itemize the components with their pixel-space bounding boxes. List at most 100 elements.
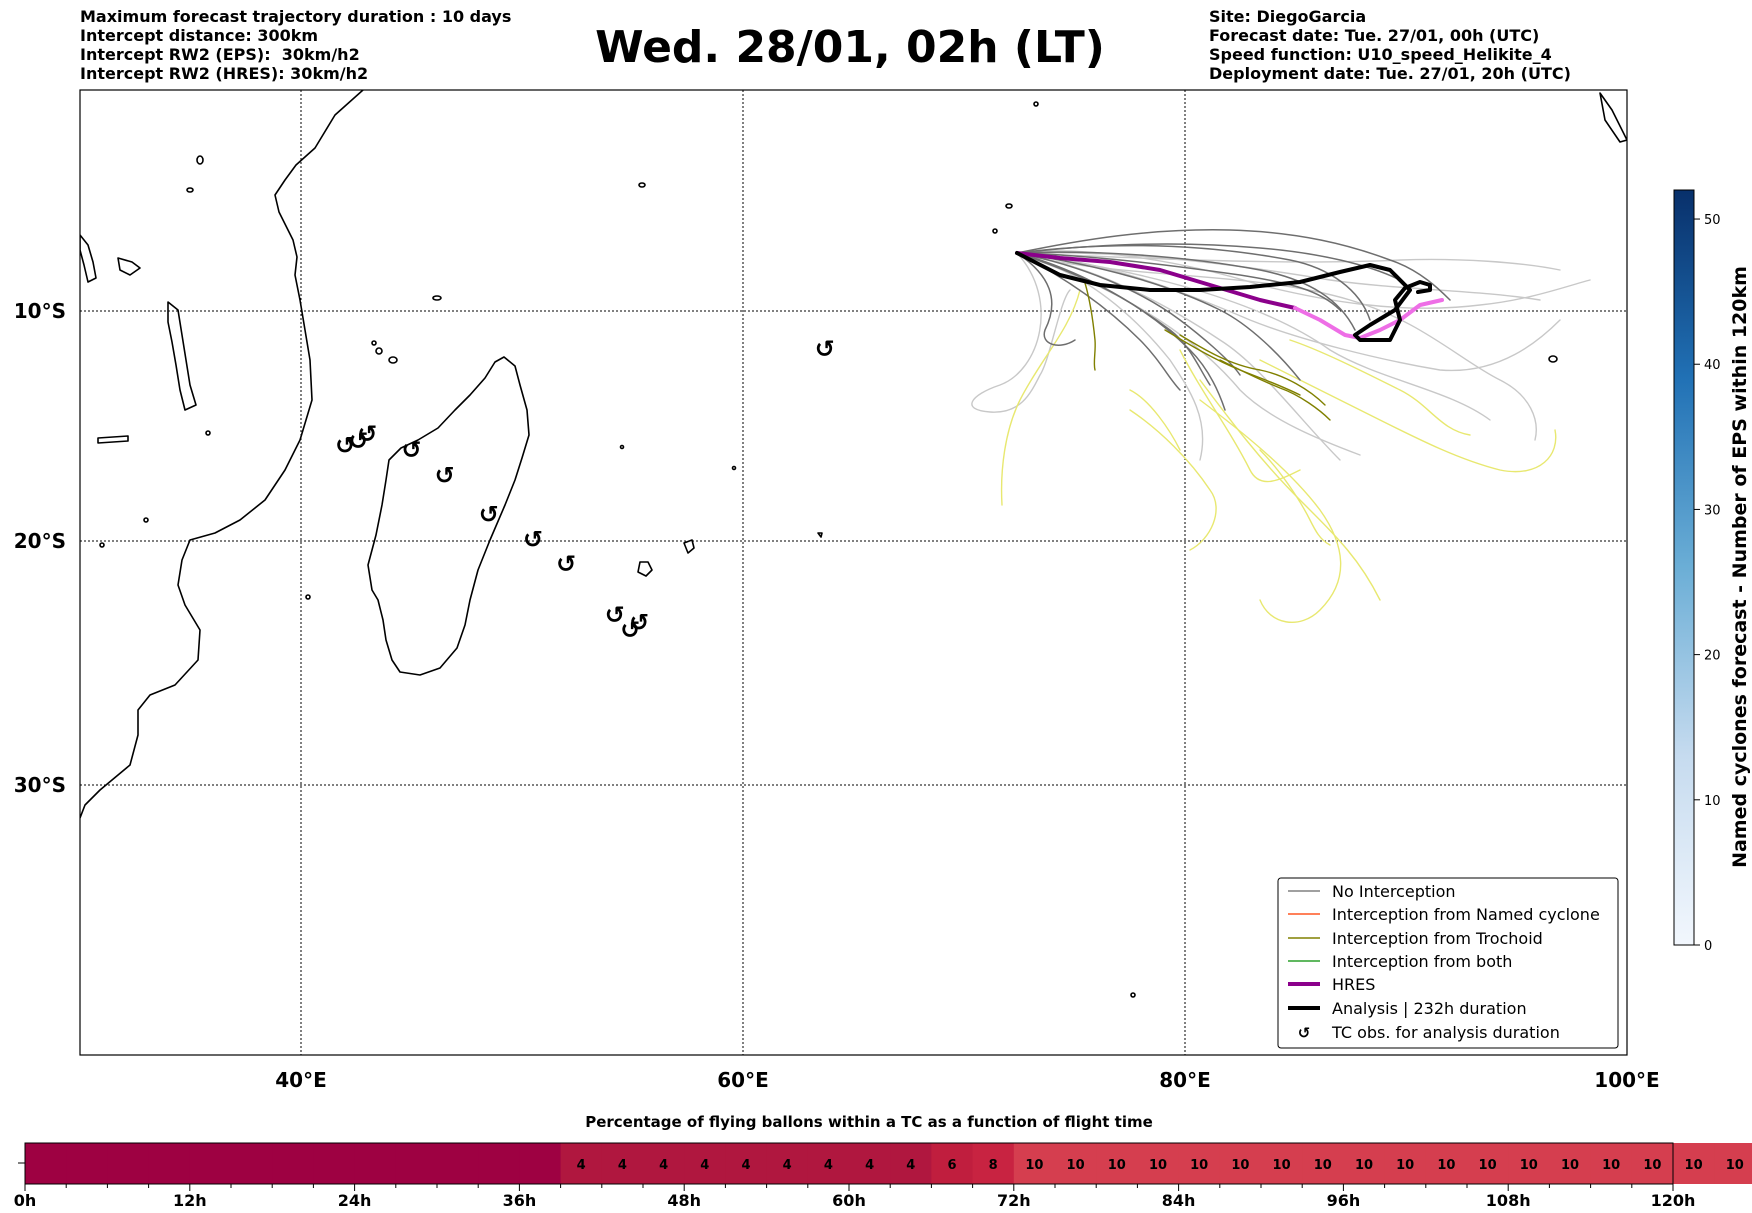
time-bar-cell xyxy=(437,1143,479,1184)
time-bar-cell-label: 10 xyxy=(1561,1158,1579,1173)
tc-observation-icon: ↺ xyxy=(523,526,543,554)
ensemble-yellow xyxy=(1000,289,1557,624)
map-title: Wed. 28/01, 02h (LT) xyxy=(595,22,1105,73)
colorbar-ticks: 0 10 20 30 40 50 xyxy=(1694,213,1721,954)
tc-observation-icon: ↺ xyxy=(605,601,625,629)
lon-tick-label: 80°E xyxy=(1159,1068,1211,1092)
time-bar-cell xyxy=(313,1143,356,1184)
time-bar-tick-label: 24h xyxy=(338,1191,372,1210)
time-bar-cell xyxy=(766,1143,809,1184)
lon-tick-label: 40°E xyxy=(275,1068,327,1092)
colorbar-tick-label: 50 xyxy=(1704,213,1721,228)
time-bar-cell-label: 10 xyxy=(1726,1158,1744,1173)
time-bar-cell-label: 4 xyxy=(700,1158,709,1173)
tc-observation-icon: ↺ xyxy=(620,616,640,644)
time-bar-cell-label: 4 xyxy=(741,1158,750,1173)
time-bar-cell-label: 4 xyxy=(618,1158,627,1173)
info-intercept-hres: Intercept RW2 (HRES): 30km/h2 xyxy=(80,64,369,83)
time-bar-cell-label: 10 xyxy=(1314,1158,1332,1173)
time-bar-cell-label: 4 xyxy=(865,1158,874,1173)
time-bar-cell xyxy=(354,1143,397,1184)
time-bar-cell xyxy=(1631,1143,1674,1184)
time-bar-cell-label: 10 xyxy=(1231,1158,1249,1173)
time-bar-cell xyxy=(849,1143,891,1184)
time-bar-cell-label: 4 xyxy=(577,1158,586,1173)
hres-trajectory xyxy=(1015,251,1297,310)
time-bar-cell xyxy=(601,1143,644,1184)
tc-observation-icon: ↺ xyxy=(357,420,377,448)
time-bar: Percentage of flying ballons within a TC… xyxy=(14,1113,1752,1210)
time-bar-cell-label: 10 xyxy=(1396,1158,1414,1173)
time-bar-ticks: 0h 12h 24h 36h 48h 60h 72h 84h 96h 108h 120h xyxy=(14,1184,1696,1210)
map-frame xyxy=(79,89,1628,1056)
time-bar-cell-label: 8 xyxy=(989,1158,998,1173)
trajectories xyxy=(971,229,1591,624)
colorbar-gradient xyxy=(1673,189,1695,946)
time-bar-cell xyxy=(66,1143,108,1184)
time-bar-tick-label: 84h xyxy=(1162,1191,1196,1210)
tc-observation-icon: ↺ xyxy=(815,335,835,363)
info-site: Site: DiegoGarcia xyxy=(1209,7,1367,26)
time-bar-cell-label: 10 xyxy=(1190,1158,1208,1173)
legend-label-both: Interception from both xyxy=(1332,952,1512,971)
time-bar-tick-label: 120h xyxy=(1651,1191,1696,1210)
info-forecast-date: Forecast date: Tue. 27/01, 00h (UTC) xyxy=(1209,26,1540,45)
time-bar-cell xyxy=(643,1143,685,1184)
header-right: Site: DiegoGarcia Forecast date: Tue. 27/… xyxy=(1209,7,1571,83)
graticule xyxy=(80,90,1627,1055)
legend-swatch-tc-obs-icon: ↺ xyxy=(1298,1024,1311,1042)
time-bar-tick-label: 0h xyxy=(14,1191,37,1210)
time-bar-cell-label: 4 xyxy=(824,1158,833,1173)
time-bar-cell xyxy=(272,1143,314,1184)
lat-tick-label: 30°S xyxy=(14,773,66,797)
time-bar-cell-label: 10 xyxy=(1685,1158,1703,1173)
time-bar-tick-label: 72h xyxy=(997,1191,1031,1210)
time-bar-cell xyxy=(478,1143,520,1184)
time-bar-cell-label: 10 xyxy=(1355,1158,1373,1173)
coastline-lake-tanganyika xyxy=(80,234,97,283)
time-bar-cell-label: 4 xyxy=(906,1158,915,1173)
time-bar-cell xyxy=(189,1143,232,1184)
time-bar-cell xyxy=(1714,1143,1752,1184)
tc-observation-icon: ↺ xyxy=(335,431,355,459)
latitude-tick-labels: 10°S 20°S 30°S xyxy=(14,299,66,797)
time-bar-tick-label: 108h xyxy=(1486,1191,1531,1210)
coastline-madagascar xyxy=(367,356,530,676)
map-panel: ↺↺↺↺↺↺↺↺↺↺↺↺ 40°E 60°E 80°E 100°E 10°S20°S3… xyxy=(14,89,1660,1092)
time-bar-cell xyxy=(807,1143,850,1184)
colorbar-label: Named cyclones forecast - Number of EPS … xyxy=(1729,266,1751,868)
time-bar-cell xyxy=(972,1143,1015,1184)
coastline-lake-malawi xyxy=(167,301,197,411)
tc-observation-icon: ↺ xyxy=(348,427,368,455)
time-bar-cell xyxy=(1425,1143,1468,1184)
info-trajectory-duration: Maximum forecast trajectory duration : 1… xyxy=(80,7,512,26)
time-bar-cell xyxy=(231,1143,273,1184)
info-deployment-date: Deployment date: Tue. 27/01, 20h (UTC) xyxy=(1209,64,1571,83)
time-bar-cell xyxy=(1467,1143,1509,1184)
time-bar-cell-label: 10 xyxy=(1520,1158,1538,1173)
info-intercept-distance: Intercept distance: 300km xyxy=(80,26,319,45)
legend-label-tc-obs: TC obs. for analysis duration xyxy=(1331,1023,1560,1042)
lat-tick-label: 10°S xyxy=(14,299,66,323)
time-bar-tick-label: 48h xyxy=(667,1191,701,1210)
tc-observation-icon: ↺ xyxy=(556,550,576,578)
time-bar-cell xyxy=(395,1143,438,1184)
time-bar-cell-label: 10 xyxy=(1025,1158,1043,1173)
colorbar-tick-label: 0 xyxy=(1704,939,1712,954)
colorbar-tick-label: 20 xyxy=(1704,649,1721,664)
time-bar-cell xyxy=(560,1143,603,1184)
time-bar-cell-label: 10 xyxy=(1602,1158,1620,1173)
coastline-africa xyxy=(80,90,364,819)
time-bar-cell xyxy=(1508,1143,1550,1184)
time-bar-cell-label: 10 xyxy=(1067,1158,1085,1173)
coastline-lake-victoria xyxy=(117,257,141,276)
lon-tick-label: 60°E xyxy=(717,1068,769,1092)
legend-label-analysis: Analysis | 232h duration xyxy=(1332,999,1527,1018)
time-bar-cell-label: 10 xyxy=(1273,1158,1291,1173)
time-bar-cell-label: 10 xyxy=(1149,1158,1167,1173)
lat-tick-label: 20°S xyxy=(14,529,66,553)
header-left: Maximum forecast trajectory duration : 1… xyxy=(80,7,511,83)
time-bar-cell-label: 10 xyxy=(1437,1158,1455,1173)
legend-box xyxy=(1277,877,1619,1049)
time-bar-cell xyxy=(890,1143,932,1184)
